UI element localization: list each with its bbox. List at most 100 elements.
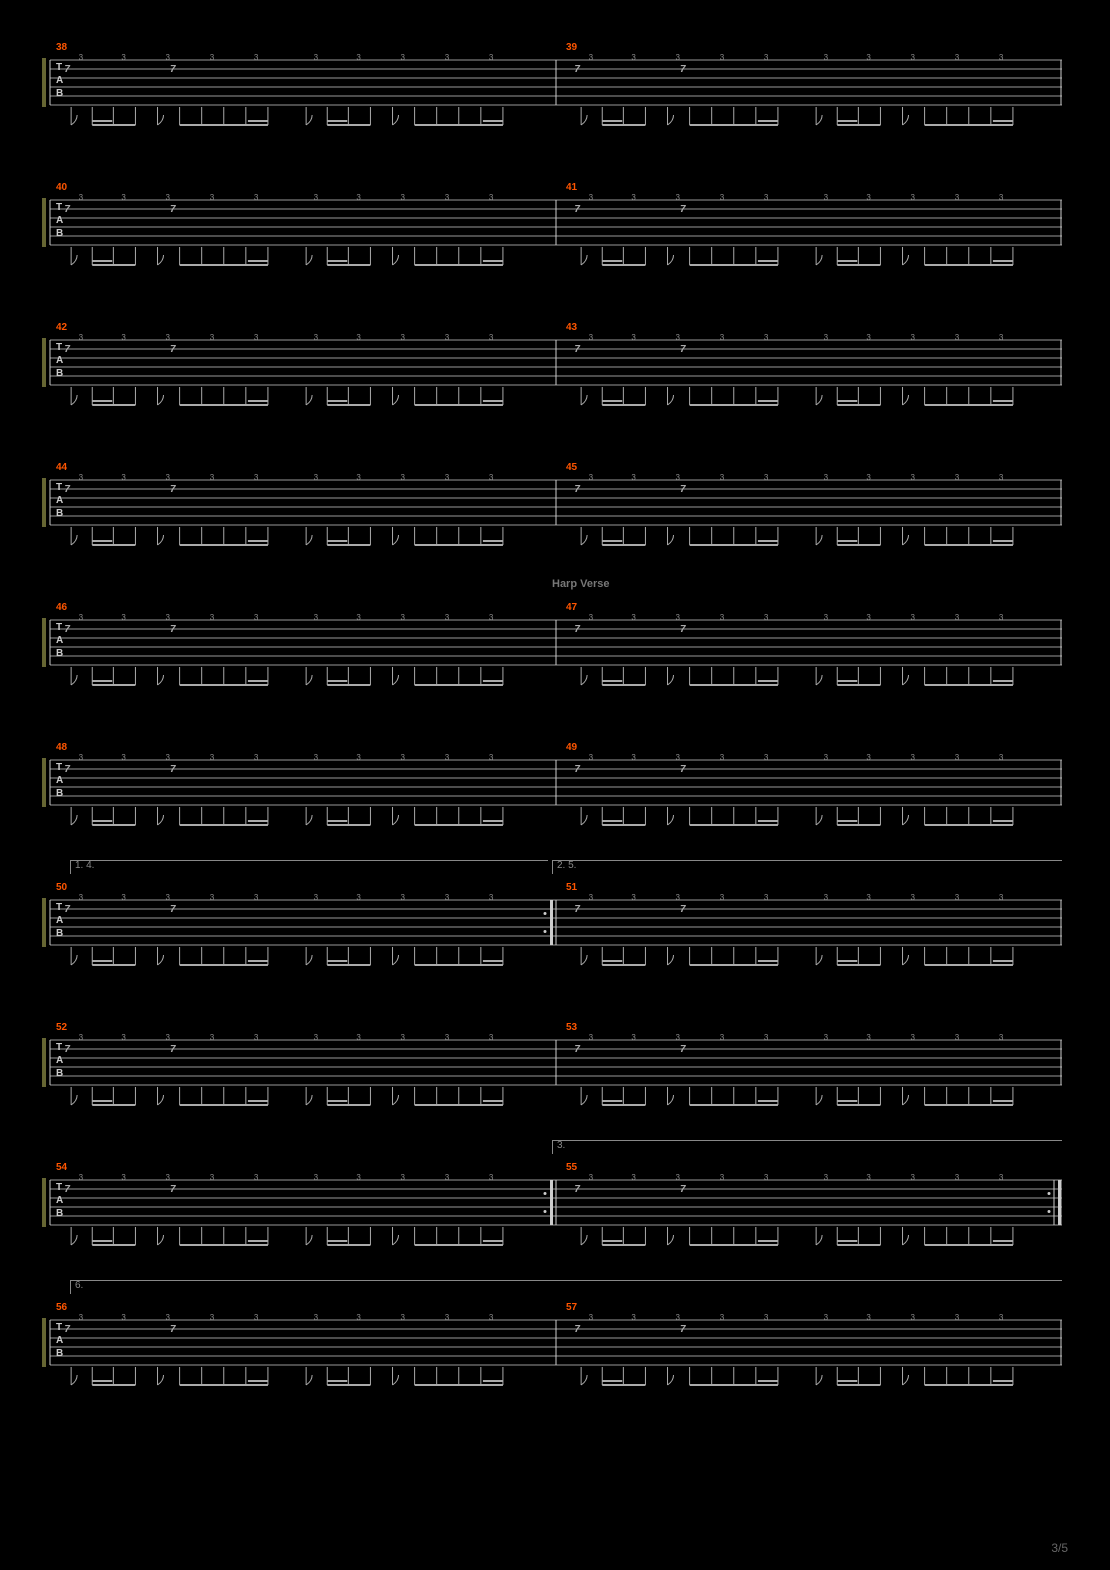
triplet-marker: 3	[210, 473, 214, 482]
ending-bracket: 3.	[552, 1140, 1062, 1154]
tab-row: TAB4647333333333377333333333377Harp Vers…	[42, 602, 1068, 694]
triplet-marker: 3	[121, 473, 125, 482]
triplet-marker: 3	[589, 53, 593, 62]
triplet-marker: 3	[121, 53, 125, 62]
measure-number: 55	[566, 1162, 577, 1173]
triplet-marker: 3	[79, 473, 83, 482]
svg-text:T: T	[56, 622, 62, 633]
triplet-marker: 3	[254, 1313, 258, 1322]
triplet-marker: 3	[720, 53, 724, 62]
svg-text:A: A	[56, 75, 63, 86]
triplet-marker: 3	[999, 193, 1003, 202]
eighth-rest: 7	[170, 624, 176, 635]
svg-text:T: T	[56, 1182, 62, 1193]
staff-row: TAB	[42, 742, 1070, 852]
measure-number: 50	[56, 882, 67, 893]
triplet-marker: 3	[676, 753, 680, 762]
triplet-marker: 3	[166, 1033, 170, 1042]
triplet-marker: 3	[676, 193, 680, 202]
triplet-marker: 3	[866, 1033, 870, 1042]
triplet-marker: 3	[911, 1033, 915, 1042]
triplet-marker: 3	[254, 473, 258, 482]
triplet-marker: 3	[955, 193, 959, 202]
eighth-rest: 7	[64, 64, 70, 75]
svg-text:T: T	[56, 62, 62, 73]
triplet-marker: 3	[254, 1033, 258, 1042]
triplet-marker: 3	[79, 1173, 83, 1182]
svg-text:B: B	[56, 648, 63, 659]
triplet-marker: 3	[210, 613, 214, 622]
triplet-marker: 3	[866, 753, 870, 762]
triplet-marker: 3	[911, 333, 915, 342]
tab-row: TAB56573333333333773333333333776.	[42, 1302, 1068, 1394]
triplet-marker: 3	[999, 1313, 1003, 1322]
eighth-rest: 7	[574, 1044, 580, 1055]
triplet-marker: 3	[254, 53, 258, 62]
eighth-rest: 7	[680, 904, 686, 915]
triplet-marker: 3	[589, 473, 593, 482]
eighth-rest: 7	[574, 64, 580, 75]
triplet-marker: 3	[720, 1033, 724, 1042]
triplet-marker: 3	[999, 1033, 1003, 1042]
eighth-rest: 7	[64, 204, 70, 215]
eighth-rest: 7	[64, 1324, 70, 1335]
triplet-marker: 3	[824, 1033, 828, 1042]
triplet-marker: 3	[720, 193, 724, 202]
triplet-marker: 3	[445, 473, 449, 482]
eighth-rest: 7	[170, 904, 176, 915]
svg-text:T: T	[56, 482, 62, 493]
triplet-marker: 3	[631, 1173, 635, 1182]
triplet-marker: 3	[210, 193, 214, 202]
triplet-marker: 3	[210, 1313, 214, 1322]
eighth-rest: 7	[680, 764, 686, 775]
staff-row: TAB	[42, 462, 1070, 572]
svg-text:B: B	[56, 1208, 63, 1219]
svg-text:A: A	[56, 1195, 63, 1206]
triplet-marker: 3	[489, 473, 493, 482]
triplet-marker: 3	[356, 1033, 360, 1042]
measure-number: 49	[566, 742, 577, 753]
triplet-marker: 3	[955, 1033, 959, 1042]
triplet-marker: 3	[489, 1033, 493, 1042]
eighth-rest: 7	[680, 64, 686, 75]
svg-text:T: T	[56, 762, 62, 773]
triplet-marker: 3	[720, 753, 724, 762]
eighth-rest: 7	[574, 344, 580, 355]
eighth-rest: 7	[680, 1184, 686, 1195]
eighth-rest: 7	[574, 204, 580, 215]
triplet-marker: 3	[720, 613, 724, 622]
eighth-rest: 7	[64, 344, 70, 355]
triplet-marker: 3	[489, 893, 493, 902]
triplet-marker: 3	[79, 613, 83, 622]
triplet-marker: 3	[401, 1033, 405, 1042]
measure-number: 38	[56, 42, 67, 53]
ending-bracket: 6.	[70, 1280, 1062, 1294]
triplet-marker: 3	[589, 613, 593, 622]
triplet-marker: 3	[676, 53, 680, 62]
triplet-marker: 3	[764, 53, 768, 62]
svg-text:B: B	[56, 508, 63, 519]
triplet-marker: 3	[356, 473, 360, 482]
eighth-rest: 7	[574, 1184, 580, 1195]
triplet-marker: 3	[166, 1173, 170, 1182]
staff-row: TAB	[42, 882, 1070, 992]
triplet-marker: 3	[314, 1033, 318, 1042]
triplet-marker: 3	[254, 193, 258, 202]
section-label: Harp Verse	[552, 578, 609, 590]
triplet-marker: 3	[356, 1173, 360, 1182]
triplet-marker: 3	[356, 333, 360, 342]
measure-number: 48	[56, 742, 67, 753]
tab-row: TAB4041333333333377333333333377	[42, 182, 1068, 274]
eighth-rest: 7	[64, 764, 70, 775]
eighth-rest: 7	[170, 764, 176, 775]
eighth-rest: 7	[680, 1324, 686, 1335]
svg-text:B: B	[56, 1068, 63, 1079]
triplet-marker: 3	[911, 613, 915, 622]
svg-text:A: A	[56, 775, 63, 786]
triplet-marker: 3	[401, 193, 405, 202]
triplet-marker: 3	[866, 53, 870, 62]
eighth-rest: 7	[680, 484, 686, 495]
eighth-rest: 7	[574, 904, 580, 915]
triplet-marker: 3	[314, 893, 318, 902]
triplet-marker: 3	[999, 53, 1003, 62]
